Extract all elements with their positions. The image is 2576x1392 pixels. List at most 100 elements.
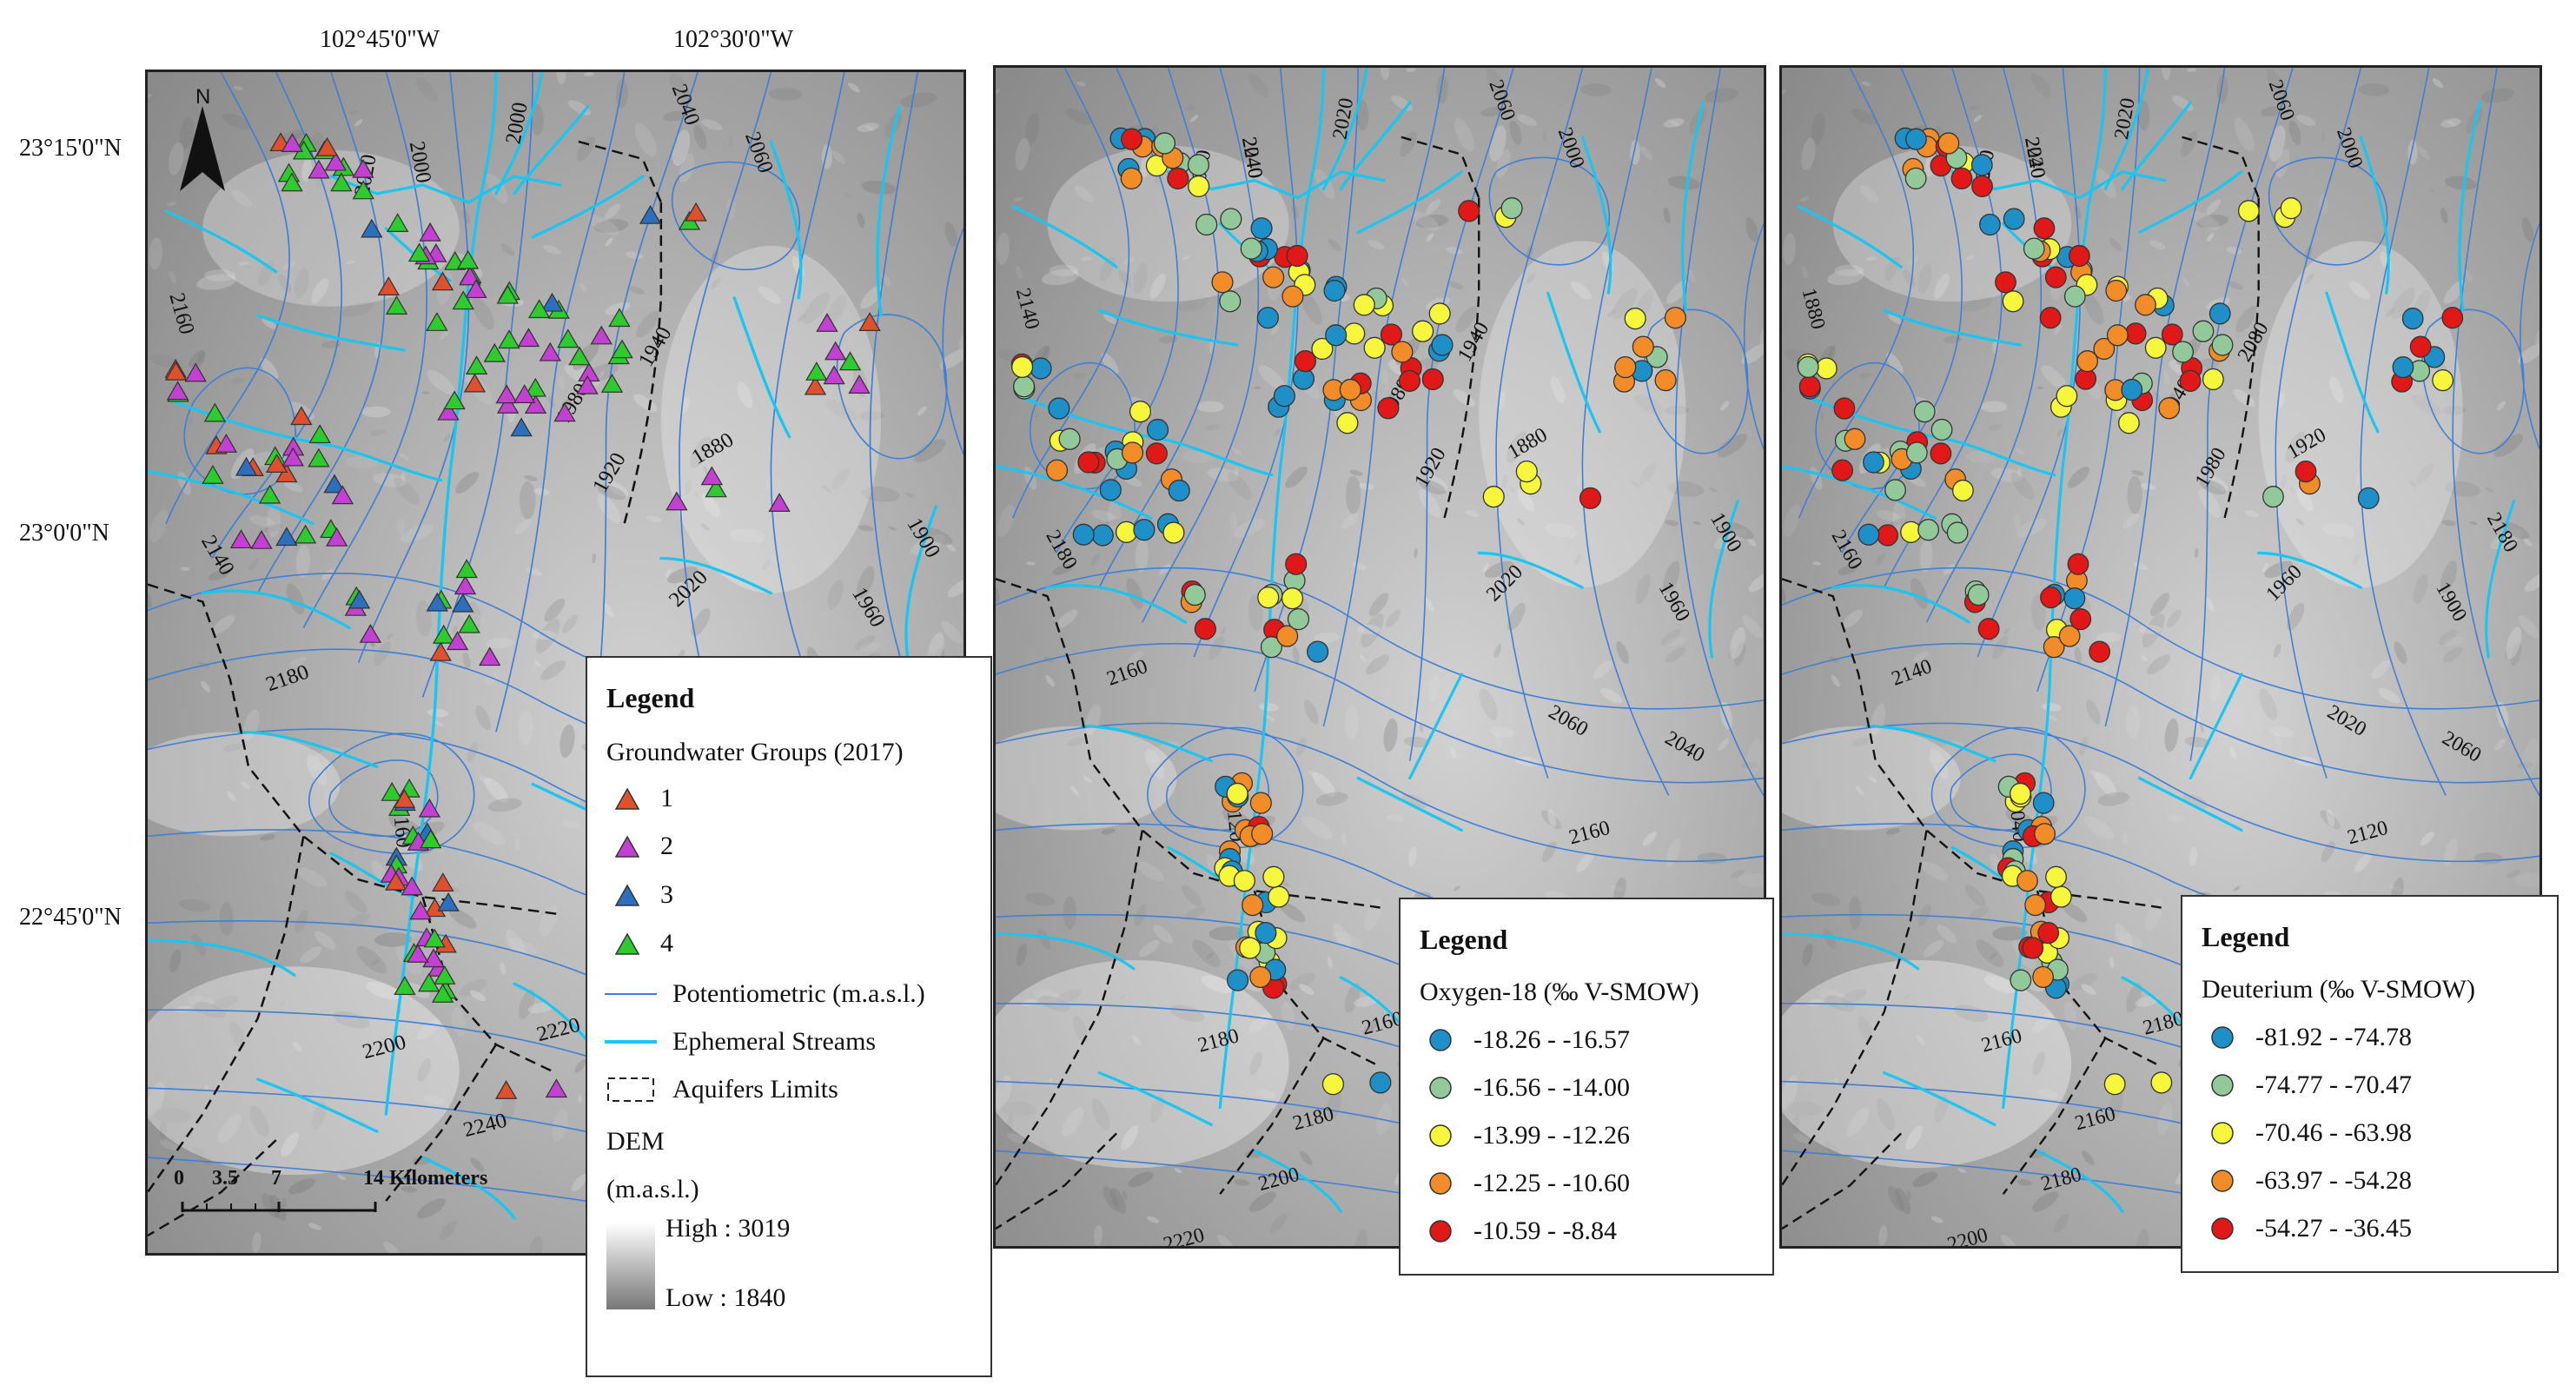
sample-circle-marker (1281, 285, 1304, 308)
sample-circle-marker (1227, 969, 1249, 991)
legend-dem-low: Low : 1840 (666, 1283, 786, 1312)
sample-circle-marker (2392, 355, 2414, 379)
stream-line (2137, 170, 2243, 235)
sample-triangle-marker (401, 876, 423, 896)
sample-triangle-marker (331, 485, 354, 505)
sample-triangle-marker (463, 373, 487, 393)
sample-circle-marker (1285, 553, 1308, 575)
sample-circle-marker (1011, 355, 1034, 379)
sample-triangle-marker (576, 375, 599, 394)
legend-class-1: -81.92 - -74.78 (2205, 1023, 2412, 1052)
sample-circle-marker (1187, 154, 1210, 176)
dem-gradient-swatch (606, 1223, 655, 1309)
legend-title: Legend (2202, 921, 2290, 952)
stream-line (2359, 136, 2390, 295)
sample-circle-marker (1045, 459, 1069, 481)
sample-circle-marker (1431, 334, 1454, 356)
sample-triangle-marker (359, 623, 382, 643)
sample-triangle-marker (434, 965, 456, 984)
stream-line (1356, 170, 1463, 235)
stream-line (531, 175, 645, 239)
sample-circle-marker (1323, 279, 1346, 302)
sample-triangle-marker (483, 342, 506, 362)
contour-line (495, 72, 626, 732)
sample-triangle-marker (352, 158, 374, 178)
contour-line (1782, 722, 2540, 863)
sample-triangle-marker (385, 295, 408, 315)
stream-line (1097, 1071, 1213, 1127)
scale-label-3-5: 3.5 (212, 1167, 238, 1190)
sample-triangle-marker (308, 424, 331, 444)
stream-line (1253, 1149, 1342, 1213)
legend-dem-unit: (m.a.s.l.) (606, 1175, 699, 1203)
sample-triangle-marker (465, 279, 487, 299)
sample-triangle-marker (290, 406, 313, 426)
aquifer-limit-line (996, 830, 1144, 1186)
legend-class-3-label: -70.46 - -63.98 (2255, 1118, 2412, 1147)
sample-circle-marker (2032, 965, 2054, 989)
contour-line (942, 228, 964, 454)
legend-aquifers-label: Aquifers Limits (672, 1075, 838, 1104)
aquifer-limit-line (1401, 136, 1480, 519)
contour-line (2360, 68, 2447, 796)
stream-line (1546, 291, 1601, 434)
sample-triangle-marker (805, 361, 828, 381)
sample-circle-marker (2121, 378, 2143, 401)
sample-triangle-marker (557, 328, 579, 348)
sample-circle-marker (1099, 479, 1122, 501)
sample-triangle-marker (498, 329, 520, 349)
sample-circle-marker (1233, 870, 1255, 892)
sample-triangle-marker (215, 433, 238, 453)
sample-triangle-marker (611, 339, 633, 359)
stream-line (2257, 551, 2362, 589)
sample-circle-marker (1624, 308, 1646, 330)
aquifer-limit-line (1219, 1037, 1325, 1195)
contour-line (1193, 68, 1299, 658)
stream-line (769, 140, 803, 300)
sample-circle-marker (1831, 459, 1853, 481)
contour-line (1012, 68, 1130, 519)
sample-triangle-marker (568, 346, 591, 366)
sample-triangle-marker (700, 466, 724, 486)
contour-line (165, 72, 290, 524)
stream-line (255, 1077, 379, 1133)
contour-line (357, 72, 470, 663)
contour-line (1674, 68, 1764, 796)
sample-triangle-marker (394, 976, 416, 996)
legend-group-2-label: 2 (660, 832, 673, 860)
sample-circle-marker (1950, 167, 1973, 189)
legend-class-5: -54.27 - -36.45 (2205, 1214, 2412, 1243)
stream-line (1681, 101, 1705, 312)
sample-circle-marker (1858, 523, 1880, 546)
circle-marker-icon (2205, 1167, 2240, 1195)
sample-circle-marker (2069, 607, 2092, 631)
legend-oxygen-18: Legend Oxygen-18 (‰ V-SMOW) -18.26 - -16… (1399, 898, 1774, 1276)
sample-circle-marker (2237, 200, 2260, 222)
sample-circle-marker (2409, 335, 2432, 358)
legend-class-2: -74.77 - -70.47 (2205, 1071, 2412, 1100)
sample-circle-marker (2032, 792, 2055, 814)
stream-line (876, 105, 901, 317)
legend-dem-high: High : 3019 (666, 1214, 791, 1243)
sample-circle-marker (1930, 442, 1952, 465)
legend-class-4-label: -63.97 - -54.28 (2255, 1166, 2412, 1195)
sample-circle-marker (1226, 782, 1248, 805)
sample-triangle-marker (454, 575, 477, 595)
stream-line (1831, 584, 1971, 624)
sample-circle-marker (2003, 208, 2025, 230)
sample-circle-marker (1287, 607, 1310, 631)
sample-circle-marker (2280, 197, 2302, 220)
sample-circle-marker (1913, 401, 1936, 423)
legend-class-3: -13.99 - -12.26 (1423, 1121, 1630, 1150)
aquifer-limit-line (578, 140, 663, 524)
sample-circle-marker (1242, 893, 1264, 917)
legend-groups-title: Groundwater Groups (2017) (606, 738, 904, 766)
sample-triangle-marker (352, 180, 374, 200)
legend-aquifers: Aquifers Limits (605, 1075, 838, 1104)
legend-subtitle: Deuterium (‰ V-SMOW) (2202, 975, 2475, 1004)
stream-line (904, 505, 938, 665)
sample-circle-marker (1500, 197, 1523, 220)
sample-circle-marker (1970, 154, 1993, 176)
contour-line (1142, 68, 1260, 623)
scale-label-7: 7 (271, 1167, 281, 1190)
